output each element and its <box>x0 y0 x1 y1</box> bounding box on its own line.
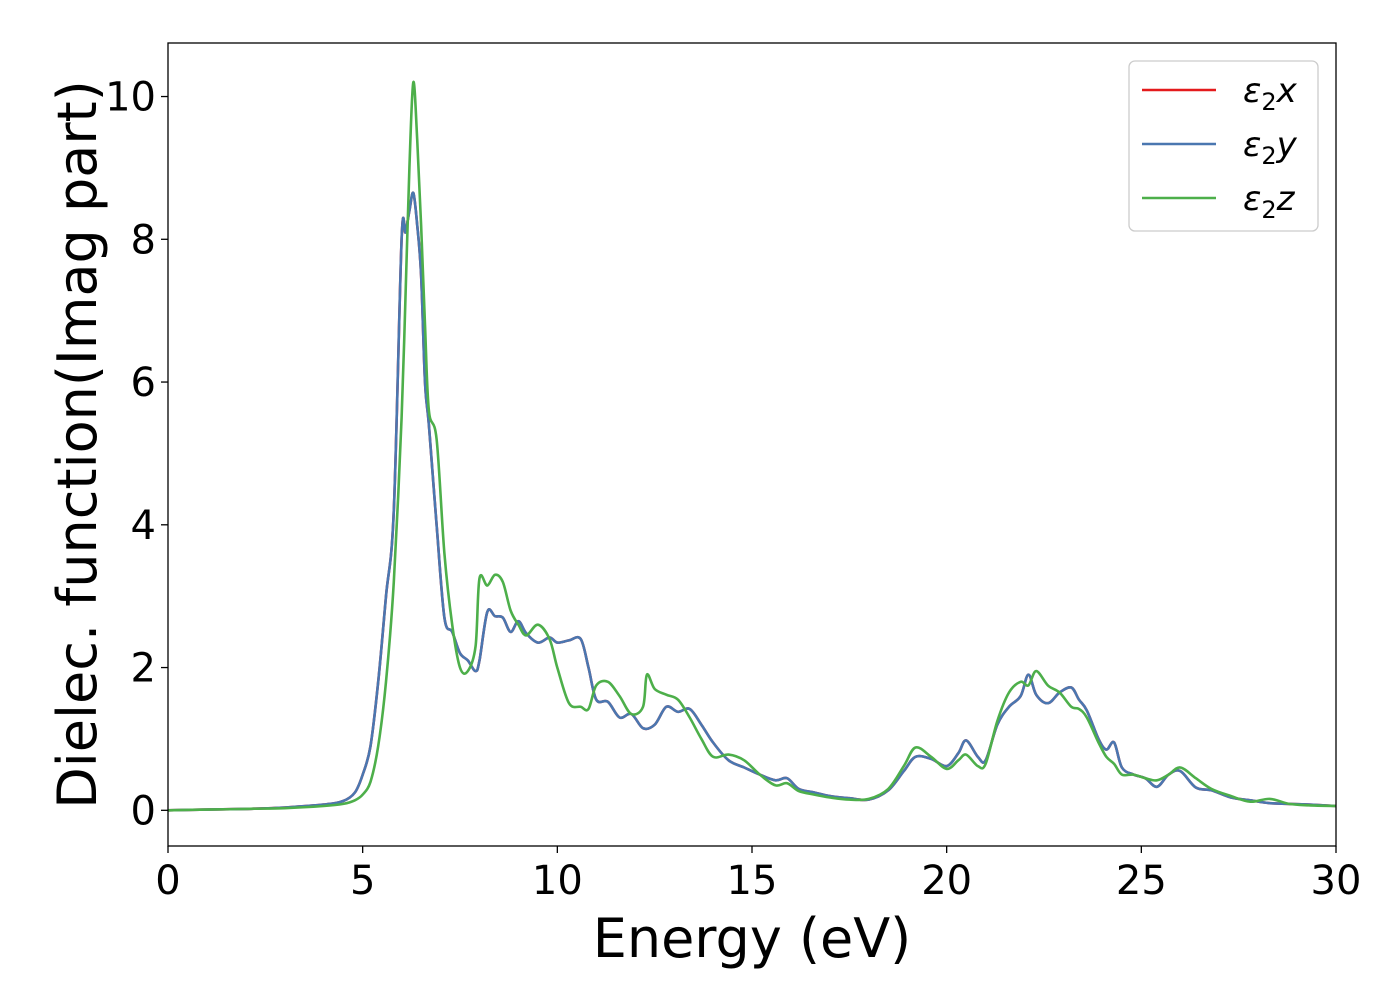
y-tick-label: 2 <box>131 646 156 692</box>
legend-label-z: ε2z <box>1243 179 1296 224</box>
y-tick-label: 8 <box>131 217 156 263</box>
series-layer <box>168 80 1336 812</box>
y-tick-label: 6 <box>131 360 156 406</box>
legend-box <box>1128 60 1319 232</box>
y-axis-title: Dielec. function(Imag part) <box>46 80 109 809</box>
legend-label-y: ε2y <box>1243 125 1298 170</box>
x-tick-label: 25 <box>1116 858 1167 904</box>
x-tick-label: 5 <box>350 858 375 904</box>
x-tick-label: 30 <box>1311 858 1362 904</box>
x-tick-label: 15 <box>727 858 778 904</box>
y-tick-label: 0 <box>131 788 156 834</box>
x-tick-label: 10 <box>532 858 583 904</box>
y-tick-label: 10 <box>105 75 156 121</box>
y-tick-label: 4 <box>131 503 156 549</box>
x-tick-label: 20 <box>921 858 972 904</box>
x-axis: 0 5 10 15 20 25 30 <box>155 846 1361 904</box>
legend-label-x: ε2x <box>1243 71 1298 116</box>
series-line-y <box>168 191 1336 812</box>
series-line-z <box>168 80 1336 812</box>
x-tick-label: 0 <box>155 858 180 904</box>
x-axis-title: Energy (eV) <box>593 907 912 970</box>
legend: ε2x ε2y ε2z <box>1128 60 1319 232</box>
y-axis: 0 2 4 6 8 10 <box>105 75 168 834</box>
